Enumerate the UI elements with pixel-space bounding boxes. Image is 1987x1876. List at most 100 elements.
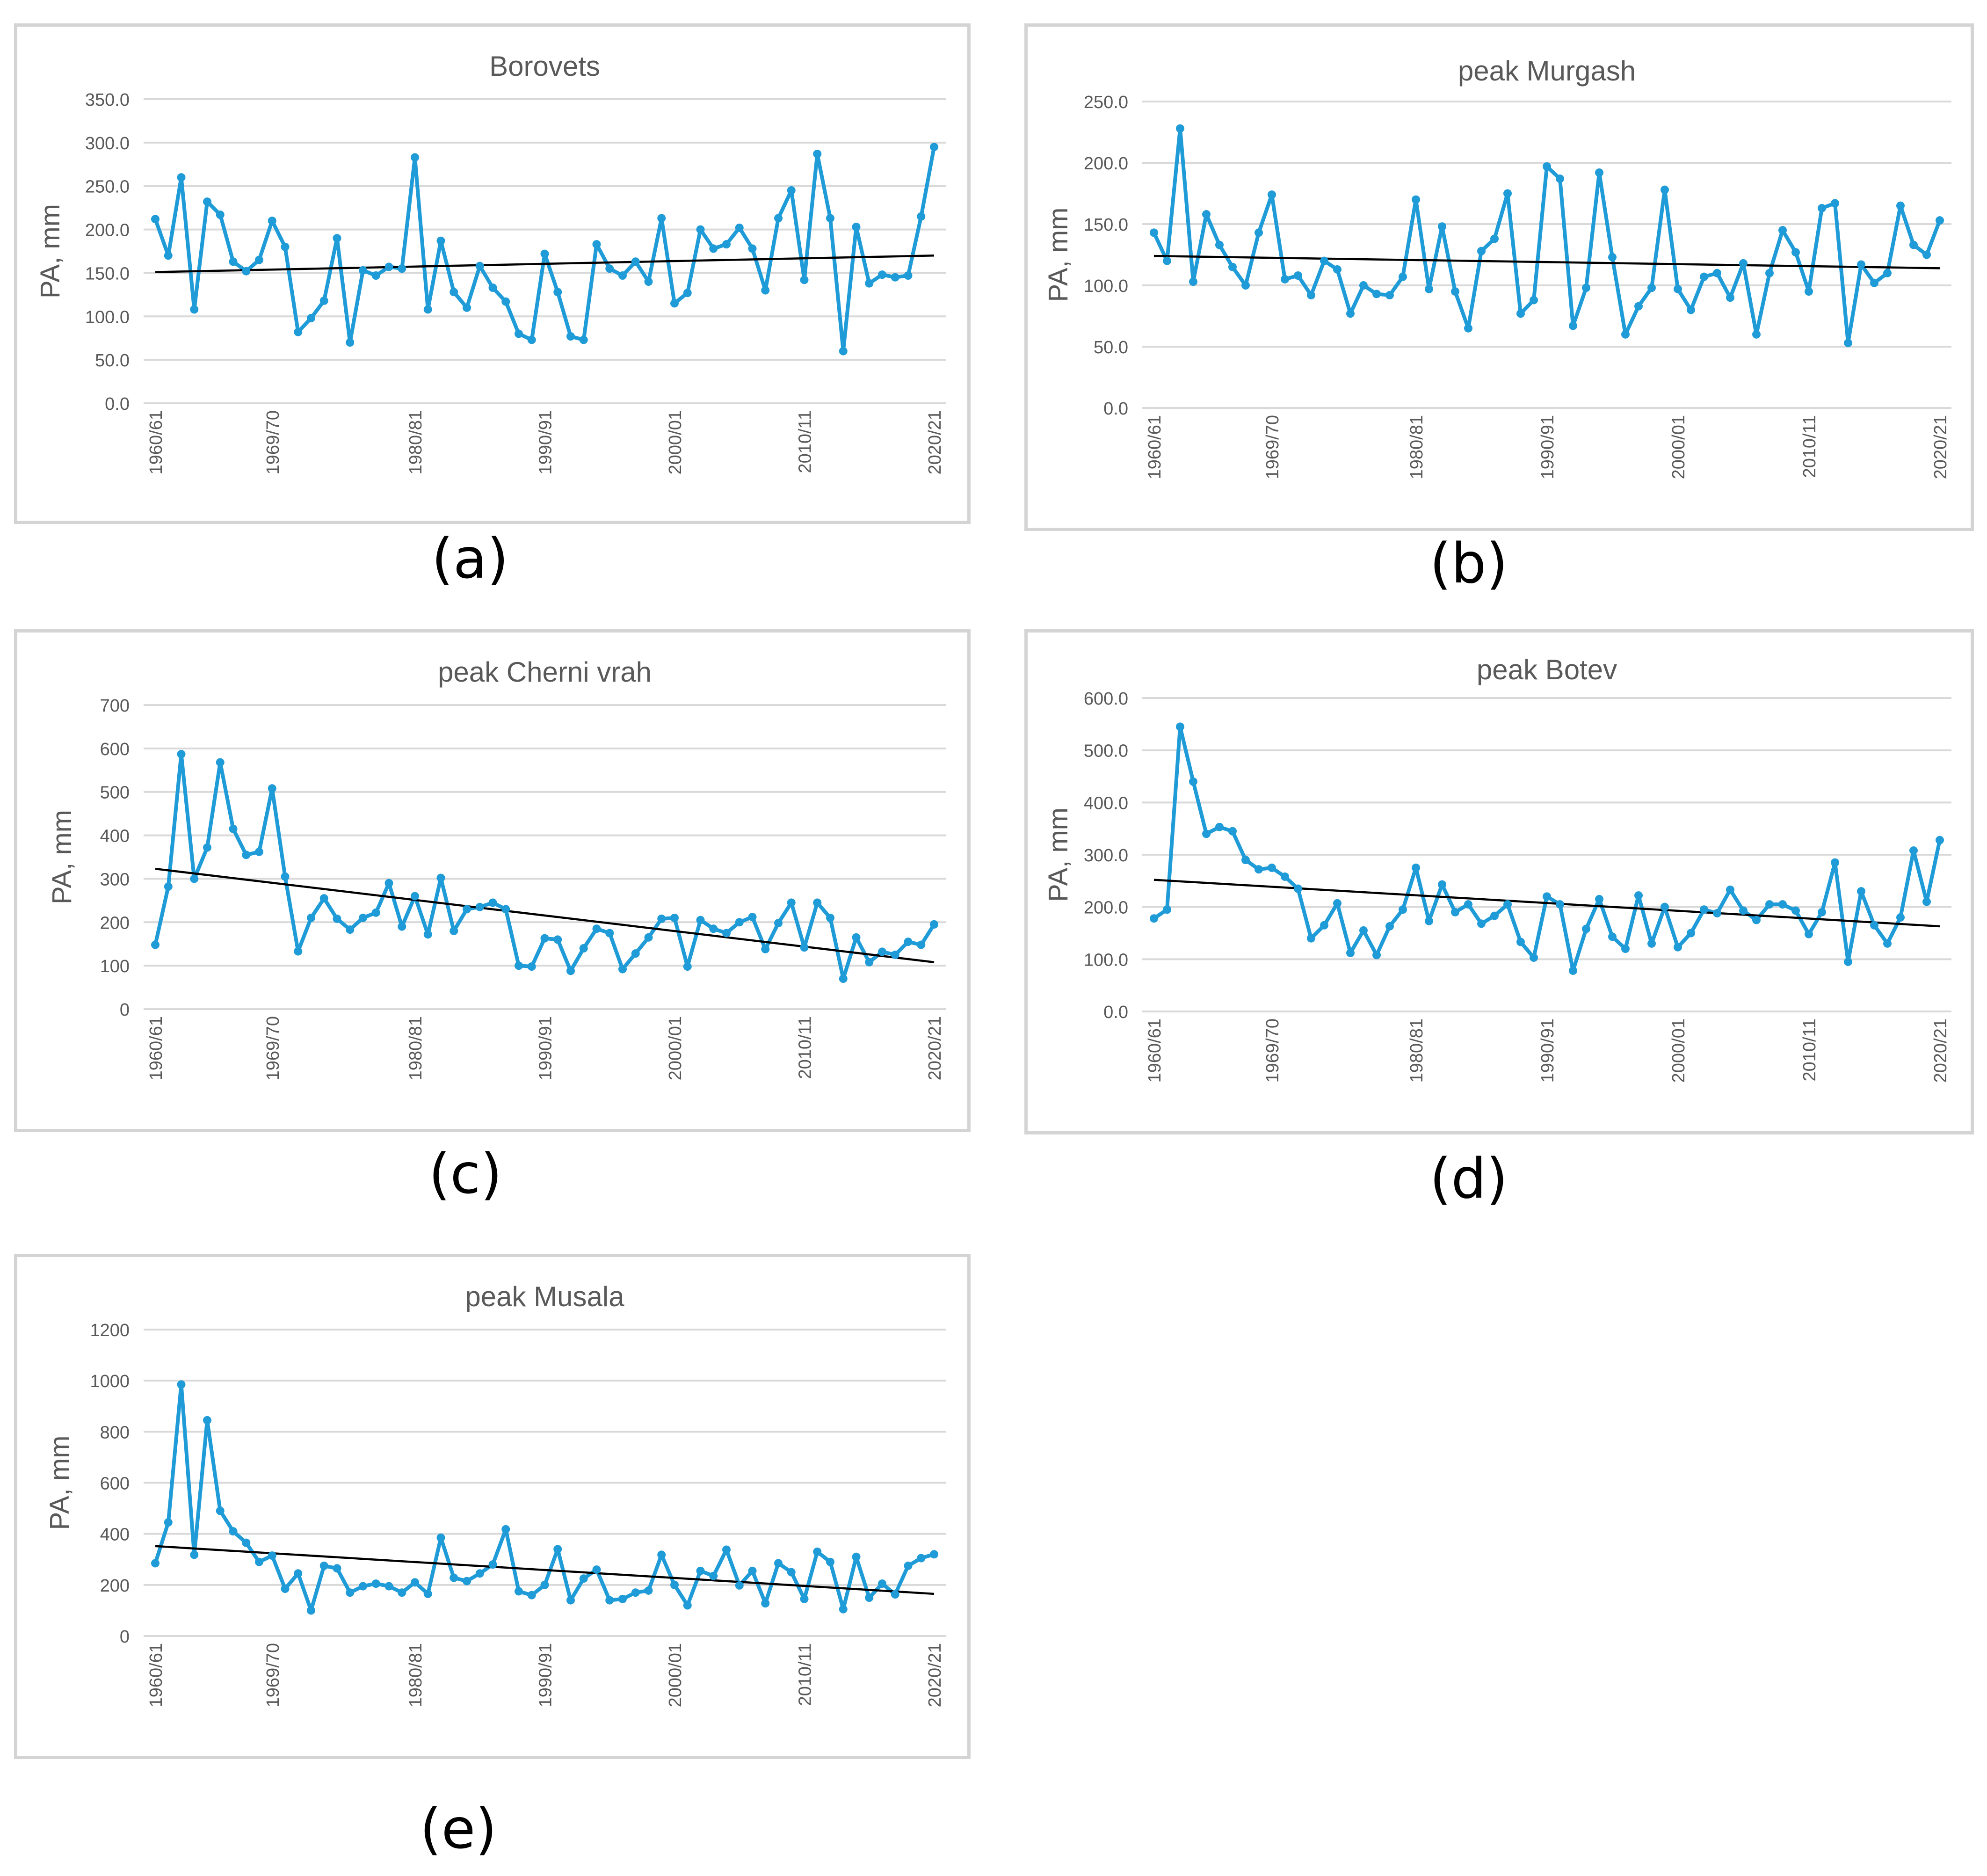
caption-c: (c): [428, 1142, 502, 1206]
data-point: [1241, 281, 1250, 290]
x-tick-label: 2010/11: [1800, 1018, 1820, 1082]
data-point: [1320, 256, 1328, 265]
data-point: [527, 335, 536, 344]
data-point: [917, 1554, 926, 1563]
data-point: [371, 908, 380, 917]
data-point: [450, 1573, 458, 1582]
data-point: [1621, 330, 1630, 339]
data-point: [865, 279, 874, 288]
data-point: [1726, 885, 1734, 894]
data-point: [1765, 269, 1774, 277]
data-point: [1320, 921, 1328, 930]
data-point: [203, 1416, 211, 1425]
data-point: [696, 1566, 705, 1575]
chart-title: peak Botev: [1477, 654, 1617, 685]
data-point: [748, 913, 757, 922]
x-tick-label: 2010/11: [1800, 415, 1820, 478]
data-point: [1530, 953, 1538, 962]
chart-panel-c: peak Cherni vrah 0 100 200 300 400 500 600 700 PA…: [14, 629, 971, 1132]
y-tick-label: 200: [100, 1576, 130, 1596]
data-point: [1425, 284, 1433, 293]
data-point: [1176, 722, 1184, 731]
data-point: [1713, 269, 1721, 277]
y-tick-label: 150.0: [1084, 215, 1128, 235]
data-point: [878, 270, 886, 279]
data-point: [1241, 856, 1250, 865]
data-point: [1333, 265, 1342, 274]
data-point: [1556, 175, 1564, 183]
y-tick-label: 200.0: [1084, 154, 1128, 174]
data-point: [657, 214, 666, 223]
data-point: [917, 940, 926, 949]
data-point: [515, 329, 523, 338]
series-line: [1153, 725, 1942, 973]
data-point: [1831, 858, 1839, 867]
data-point: [579, 335, 588, 344]
x-tick-label: 2010/11: [796, 410, 815, 473]
data-point: [1189, 277, 1197, 286]
data-point: [683, 289, 692, 298]
x-tick-label: 1990/91: [536, 1643, 556, 1707]
data-point: [891, 950, 899, 959]
data-point: [839, 974, 848, 983]
data-point: [501, 1525, 510, 1534]
data-point: [1556, 900, 1564, 909]
data-point: [1464, 900, 1472, 909]
data-point: [398, 1588, 406, 1597]
data-point: [1844, 339, 1852, 348]
data-point: [1163, 905, 1171, 914]
data-point: [540, 249, 549, 258]
data-point: [1595, 894, 1603, 903]
data-point: [216, 1506, 225, 1515]
data-point: [1582, 924, 1590, 933]
x-tick-label: 1969/70: [263, 1016, 283, 1080]
data-point: [904, 271, 913, 280]
data-point: [917, 212, 926, 221]
x-tick-label: 2020/21: [925, 1016, 945, 1080]
data-point: [1778, 900, 1787, 909]
data-point: [1255, 865, 1263, 874]
data-point: [1608, 253, 1617, 262]
data-point: [709, 924, 718, 933]
series-line: [153, 1382, 935, 1613]
data-point: [1464, 324, 1472, 333]
data-point: [553, 288, 562, 297]
data-point: [346, 338, 355, 347]
data-point: [1346, 948, 1355, 957]
data-point: [1765, 900, 1774, 909]
data-point: [177, 749, 186, 758]
data-point: [398, 264, 406, 273]
data-point: [333, 234, 341, 243]
data-point: [826, 914, 834, 922]
data-point: [475, 902, 484, 911]
data-point: [1936, 836, 1944, 844]
data-point: [631, 257, 640, 266]
data-point: [566, 1596, 575, 1605]
data-point: [930, 143, 938, 152]
data-point: [670, 299, 679, 308]
data-point: [761, 1599, 770, 1608]
data-point: [242, 267, 251, 276]
y-axis-label: PA, mm: [1043, 807, 1073, 902]
data-point: [644, 1586, 653, 1595]
data-point: [553, 1545, 562, 1554]
data-point: [1451, 287, 1459, 296]
data-point: [1163, 256, 1171, 265]
y-tick-label: 1200: [90, 1321, 130, 1340]
data-point: [1634, 302, 1643, 311]
data-point: [177, 173, 186, 182]
data-point: [294, 947, 303, 956]
data-point: [294, 1569, 303, 1578]
data-point: [618, 965, 627, 974]
data-point: [1189, 777, 1197, 786]
data-point: [229, 1527, 238, 1536]
data-point: [319, 296, 328, 305]
data-point: [1896, 201, 1905, 210]
data-point: [1477, 919, 1486, 928]
chart-title: peak Cherni vrah: [438, 656, 652, 688]
x-tick-label: 2000/01: [666, 1643, 685, 1707]
trend-line: [155, 867, 935, 963]
data-point: [1870, 921, 1878, 930]
x-tick-label: 2000/01: [666, 410, 685, 474]
data-point: [735, 223, 744, 232]
